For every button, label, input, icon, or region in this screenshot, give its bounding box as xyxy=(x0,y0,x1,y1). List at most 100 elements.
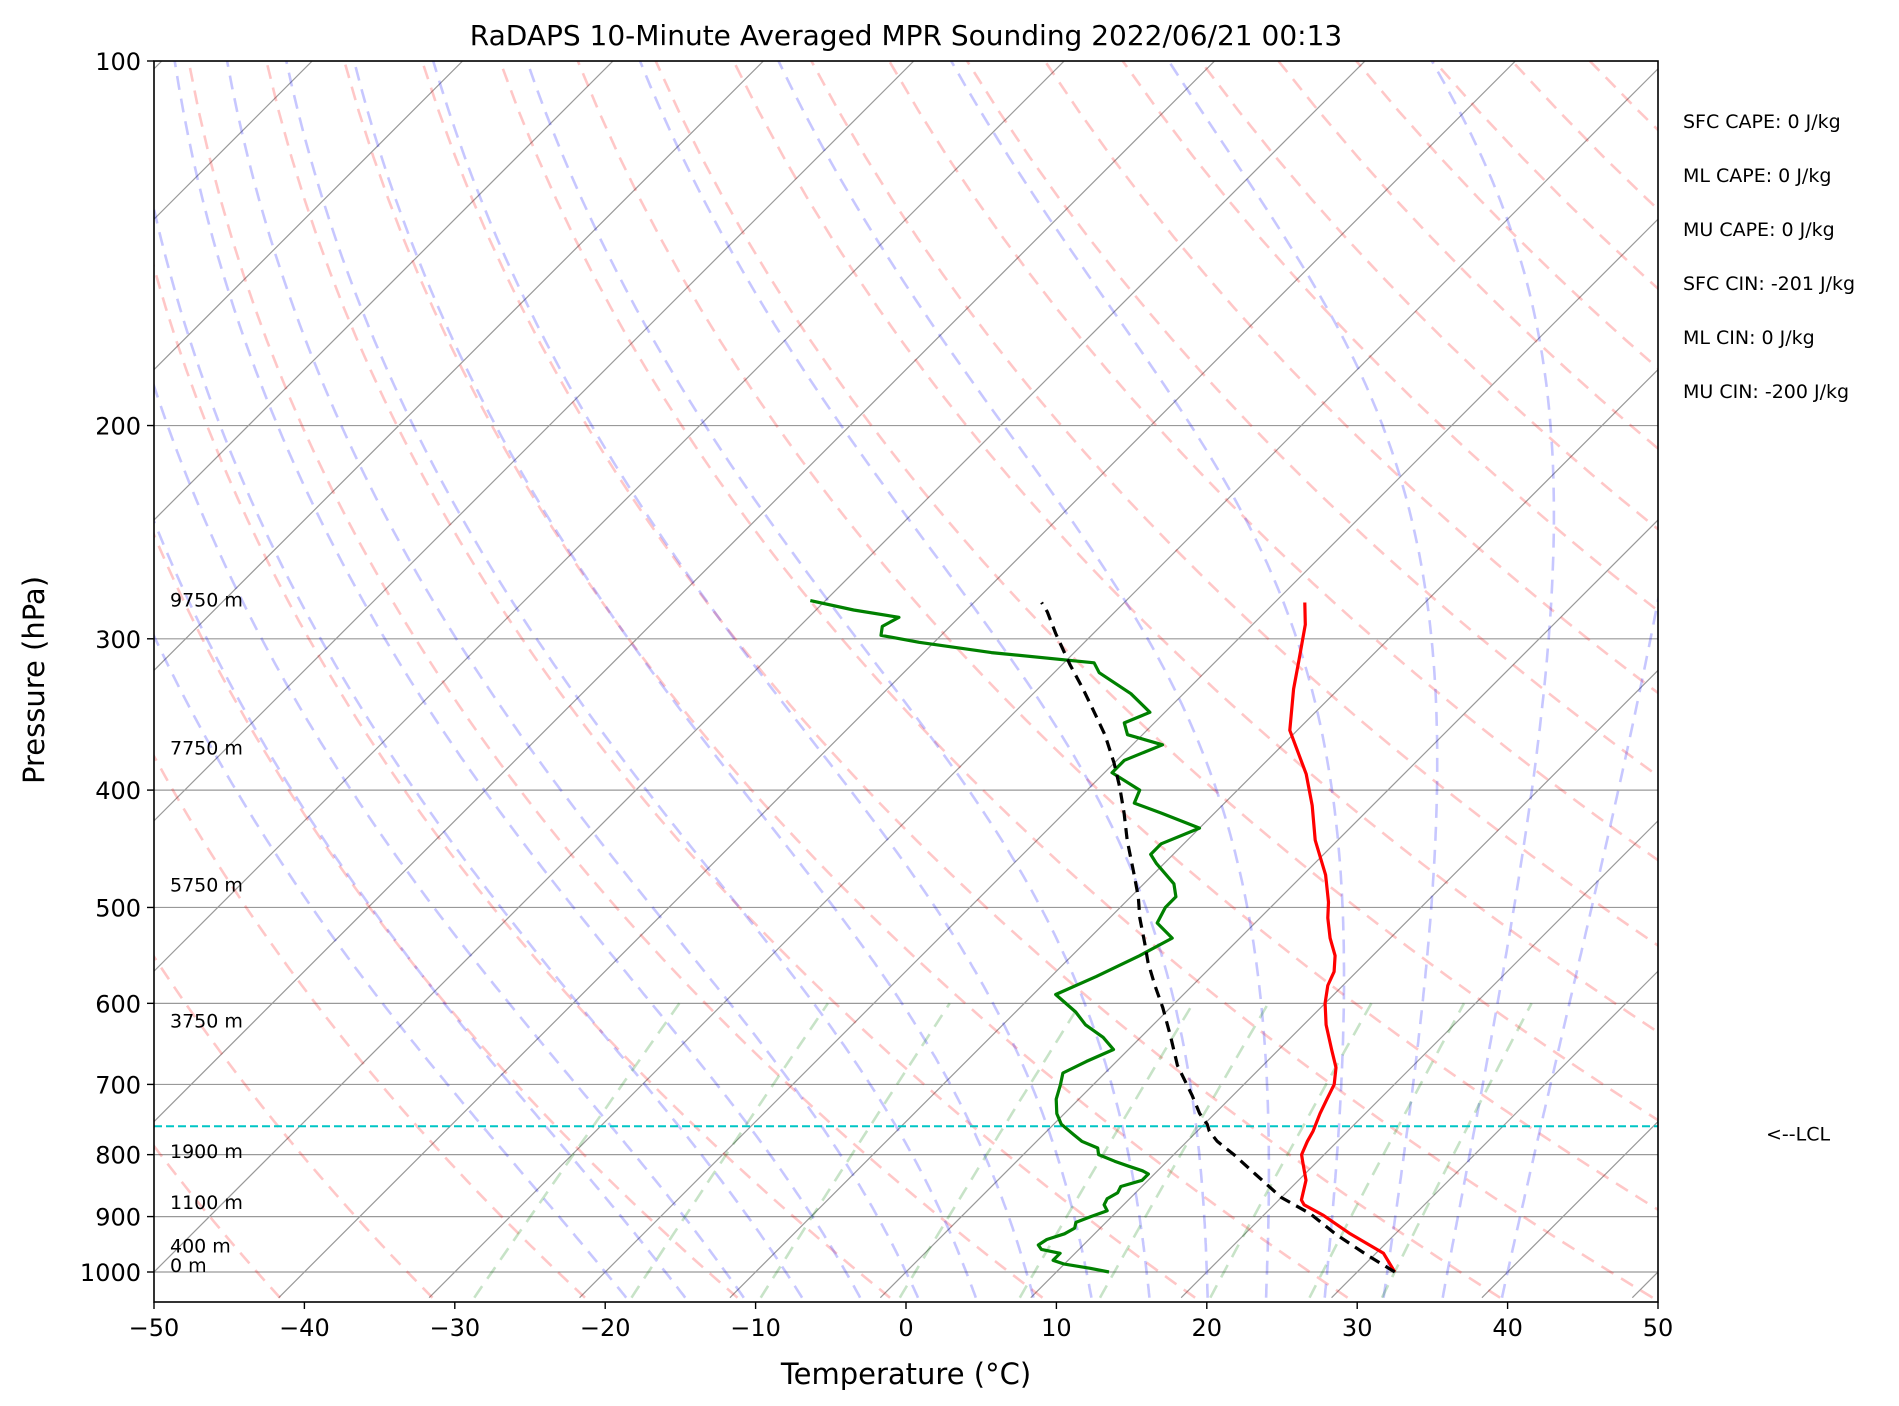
isotherm-line xyxy=(154,61,915,822)
moist-adiabat-line xyxy=(154,381,745,1299)
mixing-ratio-line xyxy=(630,1002,829,1299)
moist-adiabat-line xyxy=(173,61,862,1299)
dry-adiabat-line xyxy=(1511,61,1658,212)
dry-adiabat-line xyxy=(1199,61,1658,531)
height-label: 9750 m xyxy=(170,589,243,611)
x-tick-label: 40 xyxy=(1492,1314,1523,1342)
dry-adiabat-line xyxy=(498,61,1654,1299)
y-tick-label: 100 xyxy=(95,48,141,76)
x-axis-label: Temperature (°C) xyxy=(780,1357,1031,1391)
x-tick-label: 0 xyxy=(898,1314,913,1342)
y-tick-label: 600 xyxy=(95,990,141,1018)
stability-index-label: MU CAPE: 0 J/kg xyxy=(1683,219,1835,241)
height-label: 0 m xyxy=(170,1255,207,1277)
isotherm-line xyxy=(1331,970,1658,1299)
x-tick-label: −30 xyxy=(429,1314,480,1342)
x-tick-label: −20 xyxy=(580,1314,631,1342)
y-tick-label: 300 xyxy=(95,626,141,654)
moist-adiabat-line xyxy=(1500,593,1658,1298)
dry-adiabat-line xyxy=(732,61,1658,1034)
x-tick-label: 20 xyxy=(1192,1314,1223,1342)
moist-adiabat-line xyxy=(154,203,804,1299)
isotherm-line xyxy=(154,61,1065,973)
height-label: 3750 m xyxy=(170,1010,243,1032)
moist-adiabat-line xyxy=(352,61,1035,1298)
lcl-label: <--LCL xyxy=(1766,1123,1830,1145)
x-tick-label: 10 xyxy=(1041,1314,1072,1342)
y-tick-label: 800 xyxy=(95,1142,141,1170)
dry-adiabat-line xyxy=(154,262,891,1299)
moist-adiabat-line xyxy=(777,61,1271,1298)
moist-adiabat-line xyxy=(1430,61,1556,1298)
dry-adiabat-line xyxy=(576,61,1658,1212)
y-tick-label: 400 xyxy=(95,777,141,805)
dry-adiabat-line xyxy=(154,531,739,1299)
isotherm-line xyxy=(1783,61,1899,1298)
dry-adiabat-line xyxy=(1277,61,1658,451)
isotherm-line xyxy=(154,61,1366,1273)
stability-index-label: SFC CAPE: 0 J/kg xyxy=(1683,111,1841,133)
isotherm-line xyxy=(154,61,1216,1123)
isotherm-line xyxy=(879,519,1658,1299)
mixing-ratio-line xyxy=(1098,1002,1270,1299)
dewpoint-line xyxy=(809,599,1202,1274)
dry-adiabat-line xyxy=(888,61,1658,862)
dry-adiabat-line xyxy=(265,61,1196,1299)
height-label: 7750 m xyxy=(170,738,243,760)
moist-adiabat-line xyxy=(225,61,920,1299)
y-tick-label: 200 xyxy=(95,413,141,441)
isotherm-line xyxy=(154,61,614,521)
annotations: 9750 m 7750 m 5750 m 3750 m 1900 m 1100 m 400 … xyxy=(170,111,1855,1277)
mixing-ratio-line xyxy=(1380,1002,1533,1299)
y-tick-label: 700 xyxy=(95,1071,141,1099)
dry-adiabat-line xyxy=(1121,61,1658,613)
height-label: 5750 m xyxy=(170,874,243,896)
dry-adiabat-line xyxy=(654,61,1658,1122)
x-tick-label: −40 xyxy=(279,1314,330,1342)
mixing-ratio-line xyxy=(473,1002,681,1299)
background-lines xyxy=(0,61,1899,1299)
isotherm-line xyxy=(1631,1271,1658,1299)
temperature-line xyxy=(1288,602,1397,1273)
y-tick-label: 1000 xyxy=(80,1259,141,1287)
height-label: 1900 m xyxy=(170,1141,243,1163)
stability-index-label: MU CIN: -200 J/kg xyxy=(1683,381,1849,403)
stability-index-label: SFC CIN: -201 J/kg xyxy=(1683,273,1855,295)
isotherm-line xyxy=(428,67,1658,1299)
plot-frame xyxy=(153,60,1659,1303)
moist-adiabat-line xyxy=(431,61,1093,1298)
moist-adiabat-line xyxy=(285,61,978,1299)
moist-adiabat-line xyxy=(950,61,1346,1298)
moist-adiabat-line xyxy=(1167,61,1439,1298)
y-tick-label: 500 xyxy=(95,894,141,922)
dry-adiabat-line xyxy=(187,61,1044,1299)
dry-adiabat-line xyxy=(154,954,434,1299)
dry-adiabat-line xyxy=(420,61,1501,1299)
dry-adiabat-line xyxy=(343,61,1349,1299)
isotherm-line xyxy=(1030,669,1658,1299)
dry-adiabat-line xyxy=(1355,61,1658,371)
parcel-profile-line xyxy=(1040,601,1396,1274)
isotherm-line xyxy=(0,61,11,1298)
dry-adiabat-line xyxy=(1668,61,1899,1298)
mixing-ratio-line xyxy=(759,1002,951,1299)
x-tick-label: 30 xyxy=(1342,1314,1373,1342)
x-tick-label: −10 xyxy=(730,1314,781,1342)
y-tick-label: 900 xyxy=(95,1204,141,1232)
isotherm-line xyxy=(1180,819,1658,1299)
height-label: 400 m xyxy=(170,1236,231,1258)
x-tick-label: 50 xyxy=(1643,1314,1674,1342)
isotherm-line xyxy=(579,218,1658,1299)
dry-adiabat-line xyxy=(154,753,586,1299)
sounding-series xyxy=(154,599,1658,1274)
dry-adiabat-line xyxy=(1433,61,1658,291)
moist-adiabat-line xyxy=(154,517,687,1299)
axis-ticks: −50 −40 −30 −20 −10 0 10 20 30 40 50 100 200 300 400 50… xyxy=(80,48,1673,1342)
dry-adiabat-line xyxy=(1043,61,1658,695)
dry-adiabat-line xyxy=(1588,61,1658,132)
isotherm-line xyxy=(278,61,1516,1299)
mixing-ratio-line xyxy=(1209,1002,1373,1299)
y-axis-label: Pressure (hPa) xyxy=(17,576,51,784)
mixing-ratio-line xyxy=(1018,1002,1195,1299)
